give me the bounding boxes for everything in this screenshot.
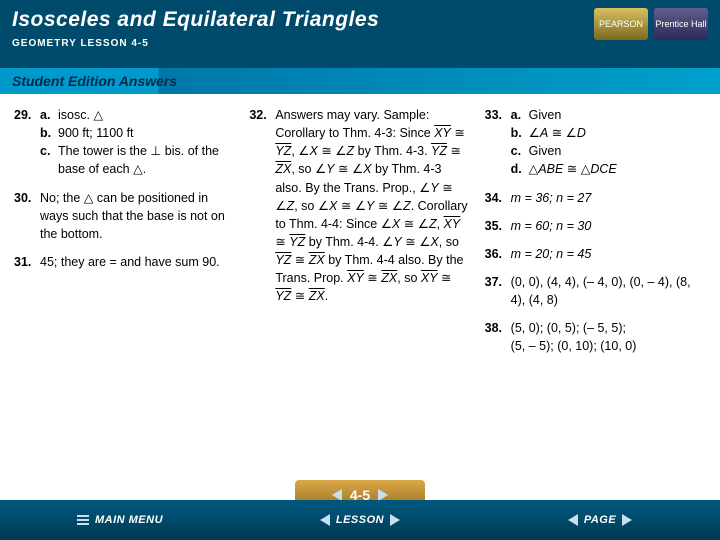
item-number: 35. (485, 217, 511, 235)
answer-text: 45; they are = and have sum 90. (40, 253, 235, 271)
answer-32: 32. Answers may vary. Sample: Corollary … (249, 106, 470, 305)
page-label: PAGE (584, 514, 616, 526)
answer-36: 36.m = 20; n = 45 (485, 245, 706, 263)
logo-group: PEARSON Prentice Hall (594, 8, 708, 40)
page-title: Isosceles and Equilateral Triangles (12, 8, 379, 32)
title-block: Isosceles and Equilateral Triangles GEOM… (12, 8, 379, 49)
answer-text: isosc. (58, 106, 103, 124)
lesson-label: LESSON (336, 514, 384, 526)
page-button[interactable]: PAGE (480, 514, 720, 526)
item-number: 34. (485, 189, 511, 207)
banner: Student Edition Answers (0, 68, 720, 94)
triangle-icon (84, 191, 94, 205)
column-2: 32. Answers may vary. Sample: Corollary … (249, 106, 470, 484)
answer-33: 33. a.Given b.A D c.Given d.ABE DCE (485, 106, 706, 179)
menu-label: MAIN MENU (95, 514, 163, 526)
column-1: 29. a.isosc. b.900 ft; 1100 ft c.The tow… (14, 106, 235, 484)
answer-text: (0, 0), (4, 4), (– 4, 0), (0, – 4), (8, … (511, 273, 706, 309)
triangle-icon (93, 108, 103, 122)
answer-text: m = 20; n = 45 (511, 245, 706, 263)
pearson-logo: PEARSON (594, 8, 648, 40)
answer-text: ABE DCE (529, 160, 617, 178)
angle-icon (298, 144, 309, 158)
answer-text: (5, 0); (0, 5); (– 5, 5);(5, – 5); (0, 1… (511, 319, 706, 355)
answer-30: 30. No; the can be positioned in ways su… (14, 189, 235, 243)
item-number: 37. (485, 273, 511, 309)
triangle-icon (133, 162, 143, 176)
sub-label: a. (40, 106, 58, 124)
page-subtitle: GEOMETRY LESSON 4-5 (12, 38, 379, 49)
sub-label: c. (40, 142, 58, 178)
answer-text: Given (529, 142, 562, 160)
banner-text: Student Edition Answers (12, 73, 177, 89)
chevron-left-icon (320, 514, 330, 526)
lesson-button[interactable]: LESSON (240, 514, 480, 526)
answer-text: A D (529, 124, 586, 142)
answer-29: 29. a.isosc. b.900 ft; 1100 ft c.The tow… (14, 106, 235, 179)
sub-label: c. (511, 142, 529, 160)
chevron-right-icon (390, 514, 400, 526)
sub-label: d. (511, 160, 529, 178)
item-number: 33. (485, 106, 511, 179)
sub-label: b. (511, 124, 529, 142)
item-number: 36. (485, 245, 511, 263)
answer-38: 38.(5, 0); (0, 5); (– 5, 5);(5, – 5); (0… (485, 319, 706, 355)
item-number: 29. (14, 106, 40, 179)
chevron-left-icon (568, 514, 578, 526)
item-number: 32. (249, 106, 275, 305)
column-3: 33. a.Given b.A D c.Given d.ABE DCE 34.m… (485, 106, 706, 484)
answer-text: No; the can be positioned in ways such t… (40, 189, 235, 243)
chevron-right-icon (622, 514, 632, 526)
sub-label: b. (40, 124, 58, 142)
answer-34: 34.m = 36; n = 27 (485, 189, 706, 207)
answer-text: 900 ft; 1100 ft (58, 124, 134, 142)
perp-icon (150, 144, 161, 158)
answer-text: The tower is the bis. of the base of eac… (58, 142, 235, 178)
answer-text: m = 36; n = 27 (511, 189, 706, 207)
header-bar: Isosceles and Equilateral Triangles GEOM… (0, 0, 720, 68)
congruent-icon (454, 126, 464, 140)
prentice-hall-logo: Prentice Hall (654, 8, 708, 40)
footer-bar: MAIN MENU LESSON PAGE (0, 500, 720, 540)
answer-text: Given (529, 106, 562, 124)
answer-text: Answers may vary. Sample: Corollary to T… (275, 106, 470, 305)
item-number: 38. (485, 319, 511, 355)
main-menu-button[interactable]: MAIN MENU (0, 514, 240, 526)
answer-35: 35.m = 60; n = 30 (485, 217, 706, 235)
sub-label: a. (511, 106, 529, 124)
menu-icon (77, 515, 89, 525)
answer-31: 31. 45; they are = and have sum 90. (14, 253, 235, 271)
item-number: 31. (14, 253, 40, 271)
answer-37: 37.(0, 0), (4, 4), (– 4, 0), (0, – 4), (… (485, 273, 706, 309)
item-number: 30. (14, 189, 40, 243)
answer-text: m = 60; n = 30 (511, 217, 706, 235)
content-area: 29. a.isosc. b.900 ft; 1100 ft c.The tow… (0, 94, 720, 484)
